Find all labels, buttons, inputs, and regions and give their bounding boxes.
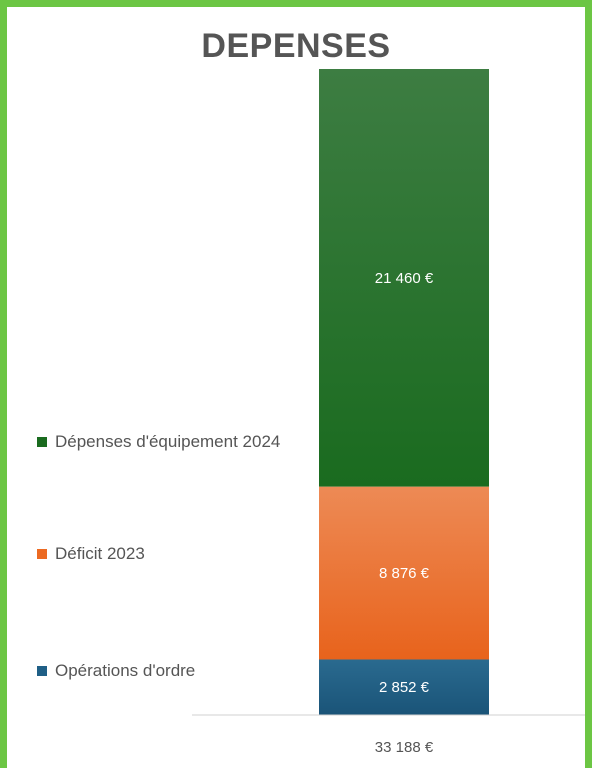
legend-item-deficit: Déficit 2023 xyxy=(37,541,305,567)
data-label-equipement: 21 460 € xyxy=(375,270,434,287)
legend-label-operations: Opérations d'ordre xyxy=(55,661,196,680)
legend-item-operations: Opérations d'ordre xyxy=(37,658,305,684)
chart-frame: DEPENSES Dépenses d'équipement 2024 Défi… xyxy=(7,7,585,768)
bar-segment-equipement xyxy=(319,69,489,487)
legend-label-deficit: Déficit 2023 xyxy=(55,544,145,563)
legend-label-equipement: Dépenses d'équipement 2024 xyxy=(55,432,281,451)
chart-title: DEPENSES xyxy=(201,27,391,65)
legend-item-equipement: Dépenses d'équipement 2024 xyxy=(37,429,305,455)
bar-segment-operations xyxy=(319,659,489,715)
bar-segment-deficit xyxy=(319,486,489,660)
legend-swatch-equipement xyxy=(37,437,47,447)
data-label-deficit: 8 876 € xyxy=(379,565,430,582)
legend-swatch-operations xyxy=(37,666,47,676)
chart-legend: Dépenses d'équipement 2024 Déficit 2023 … xyxy=(37,7,327,768)
data-label-operations: 2 852 € xyxy=(379,679,430,696)
x-axis-tick-label: 33 188 € xyxy=(375,739,434,756)
chart-plot: 21 460 € 8 876 € 2 852 € 33 188 € xyxy=(192,69,585,756)
legend-swatch-deficit xyxy=(37,549,47,559)
